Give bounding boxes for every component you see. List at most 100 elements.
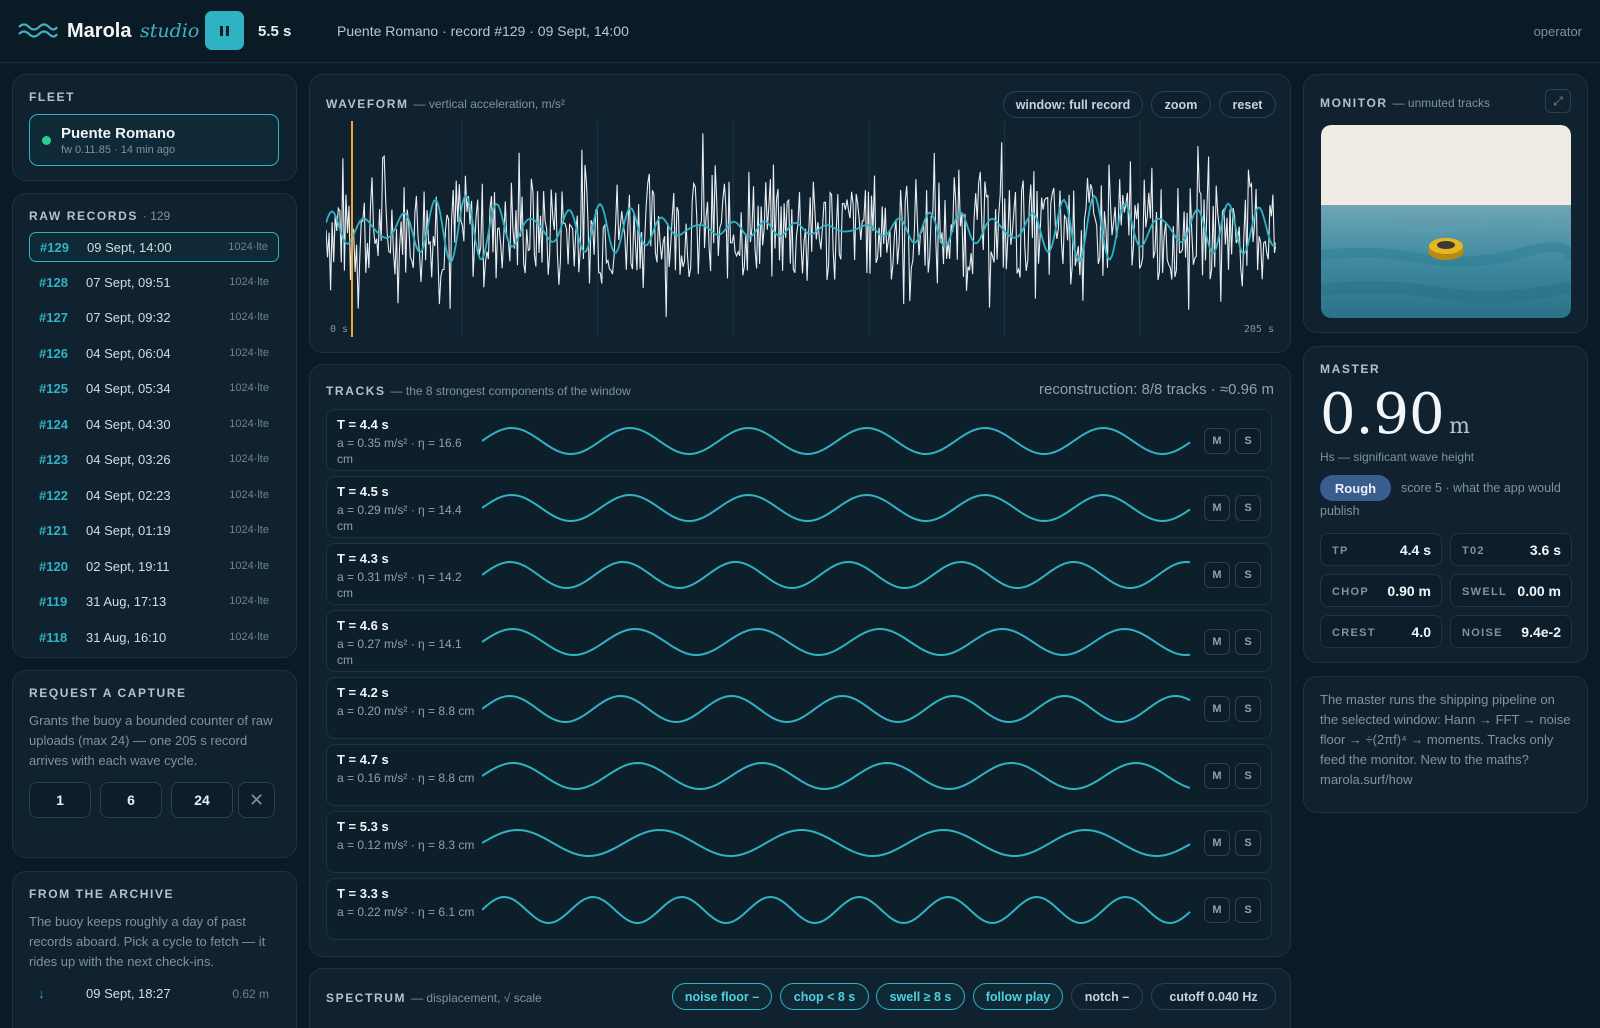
buoy-name: Puente Romano	[61, 125, 176, 142]
pipeline-notes-text: The master runs the shipping pipeline on…	[1320, 692, 1571, 787]
waves-logo-icon	[18, 23, 58, 38]
record-id: #118	[39, 629, 68, 645]
stat-swell: SWELL 0.00 m	[1450, 574, 1572, 607]
monitor-panel: MONITOR — unmuted tracks ⤢	[1303, 74, 1588, 333]
solo-button[interactable]: S	[1235, 495, 1261, 521]
capture-count-1-button[interactable]: 1	[29, 782, 91, 818]
stat-tp: TP 4.4 s	[1320, 533, 1442, 566]
record-id: #126	[39, 345, 68, 361]
record-row[interactable]: #129 09 Sept, 14:00 1024·lte	[29, 232, 279, 262]
reconstruction-status: reconstruction: 8/8 tracks · ≈0.96 m	[1039, 381, 1274, 398]
expand-button[interactable]: ⤢	[1545, 89, 1571, 113]
record-tag: 1024·lte	[229, 488, 269, 501]
capture-count-24-button[interactable]: 24	[171, 782, 233, 818]
track-detail: a = 0.35 m/s² · η = 16.6 cm	[337, 436, 462, 466]
cutoff-filter[interactable]: cutoff 0.040 Hz	[1151, 983, 1276, 1010]
mute-button[interactable]: M	[1204, 696, 1230, 722]
mute-button[interactable]: M	[1204, 428, 1230, 454]
notch-filter[interactable]: notch –	[1071, 983, 1143, 1010]
online-status-dot	[42, 136, 51, 145]
solo-button[interactable]: S	[1235, 696, 1261, 722]
zoom-button[interactable]: zoom	[1151, 91, 1211, 118]
sea-state-badge: Rough	[1320, 475, 1391, 501]
track-row[interactable]: T = 4.2 s a = 0.20 m/s² · η = 8.8 cm M S	[326, 677, 1272, 739]
waveform-plot[interactable]	[326, 121, 1276, 337]
waveform-panel: WAVEFORM — vertical acceleration, m/s² w…	[309, 74, 1291, 353]
capture-count-6-button[interactable]: 6	[100, 782, 162, 818]
follow-play-toggle[interactable]: follow play	[973, 983, 1063, 1010]
record-row[interactable]: #127 07 Sept, 09:32 1024·lte	[29, 303, 279, 333]
pause-button[interactable]	[205, 11, 244, 50]
track-row[interactable]: T = 4.3 s a = 0.31 m/s² · η = 14.2 cm M S	[326, 543, 1272, 605]
badge-note: score 5 · what the app would publish	[1320, 481, 1561, 518]
reset-button[interactable]: reset	[1219, 91, 1276, 118]
window-select-button[interactable]: window: full record	[1003, 91, 1143, 118]
solo-button[interactable]: S	[1235, 897, 1261, 923]
mute-button[interactable]: M	[1204, 830, 1230, 856]
track-detail: a = 0.16 m/s² · η = 8.8 cm	[337, 771, 475, 785]
clear-capture-button[interactable]: ✕	[238, 782, 275, 818]
track-sine-wave	[482, 493, 1191, 523]
record-row[interactable]: #119 31 Aug, 17:13 1024·lte	[29, 587, 279, 617]
record-id: #120	[39, 558, 68, 574]
record-row[interactable]: #121 04 Sept, 01:19 1024·lte	[29, 516, 279, 546]
solo-button[interactable]: S	[1235, 830, 1261, 856]
spectrum-title: SPECTRUM	[326, 991, 407, 1005]
archive-item[interactable]: ↓ 09 Sept, 18:27 0.62 m	[29, 984, 279, 1008]
significant-wave-height-value: 0.90	[1320, 382, 1445, 447]
noise-floor-filter[interactable]: noise floor –	[672, 983, 772, 1010]
track-period: T = 4.3 s	[337, 551, 389, 566]
track-detail: a = 0.22 m/s² · η = 6.1 cm	[337, 905, 475, 919]
track-detail: a = 0.20 m/s² · η = 8.8 cm	[337, 704, 475, 718]
track-row[interactable]: T = 5.3 s a = 0.12 m/s² · η = 8.3 cm M S	[326, 811, 1272, 873]
pause-icon	[220, 25, 223, 36]
solo-button[interactable]: S	[1235, 763, 1261, 789]
record-tag: 1024·lte	[229, 453, 269, 465]
track-row[interactable]: T = 4.4 s a = 0.35 m/s² · η = 16.6 cm M S	[326, 409, 1272, 471]
record-row[interactable]: #118 31 Aug, 16:10 1024·lte	[29, 623, 279, 653]
track-sine-wave	[482, 426, 1191, 456]
solo-button[interactable]: S	[1235, 562, 1261, 588]
stat-value: 4.0	[1411, 624, 1431, 640]
record-row[interactable]: #124 04 Sept, 04:30 1024·lte	[29, 410, 279, 440]
record-row[interactable]: #128 07 Sept, 09:51 1024·lte	[29, 268, 279, 298]
track-sine-wave	[482, 694, 1191, 723]
track-row[interactable]: T = 3.3 s a = 0.22 m/s² · η = 6.1 cm M S	[326, 878, 1272, 940]
fleet-buoy-card[interactable]: Puente Romano fw 0.11.85 · 14 min ago	[29, 114, 279, 166]
track-period: T = 4.2 s	[337, 685, 389, 700]
mute-button[interactable]: M	[1204, 897, 1230, 923]
track-sine-path	[482, 895, 1191, 925]
track-row[interactable]: T = 4.6 s a = 0.27 m/s² · η = 14.1 cm M S	[326, 610, 1272, 672]
solo-button[interactable]: S	[1235, 428, 1261, 454]
stat-crest: CREST 4.0	[1320, 615, 1442, 648]
record-id: #122	[39, 487, 68, 503]
mute-button[interactable]: M	[1204, 629, 1230, 655]
stat-key: NOISE	[1462, 627, 1503, 639]
mute-button[interactable]: M	[1204, 495, 1230, 521]
record-date: 02 Sept, 19:11	[86, 558, 170, 574]
swell-filter[interactable]: swell ≥ 8 s	[876, 983, 965, 1010]
record-row[interactable]: #120 02 Sept, 19:11 1024·lte	[29, 552, 279, 582]
mute-button[interactable]: M	[1204, 562, 1230, 588]
track-row[interactable]: T = 4.7 s a = 0.16 m/s² · η = 8.8 cm M S	[326, 744, 1272, 806]
record-date: 07 Sept, 09:51	[86, 274, 171, 290]
record-row[interactable]: #123 04 Sept, 03:26 1024·lte	[29, 445, 279, 475]
record-row[interactable]: #126 04 Sept, 06:04 1024·lte	[29, 339, 279, 369]
chop-filter[interactable]: chop < 8 s	[780, 983, 869, 1010]
raw-records-title: RAW RECORDS	[29, 209, 138, 223]
user-role[interactable]: operator	[1533, 24, 1582, 39]
record-row[interactable]: #122 04 Sept, 02:23 1024·lte	[29, 481, 279, 511]
record-row[interactable]: #125 04 Sept, 05:34 1024·lte	[29, 374, 279, 404]
stat-value: 0.90 m	[1387, 583, 1431, 599]
mute-button[interactable]: M	[1204, 763, 1230, 789]
pipeline-notes-panel: The master runs the shipping pipeline on…	[1303, 676, 1588, 813]
record-date: 31 Aug, 17:13	[86, 594, 167, 609]
solo-button[interactable]: S	[1235, 629, 1261, 655]
fleet-title: FLEET	[29, 90, 75, 104]
close-icon: ✕	[248, 789, 265, 810]
playback-time: 5.5 s	[258, 23, 292, 40]
stat-key: TP	[1332, 545, 1349, 557]
track-sine-wave	[482, 627, 1191, 657]
track-row[interactable]: T = 4.5 s a = 0.29 m/s² · η = 14.4 cm M S	[326, 476, 1272, 538]
archive-title: FROM THE ARCHIVE	[29, 887, 175, 901]
